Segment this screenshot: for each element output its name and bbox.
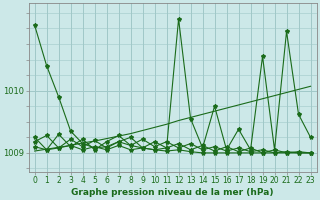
X-axis label: Graphe pression niveau de la mer (hPa): Graphe pression niveau de la mer (hPa) (71, 188, 274, 197)
